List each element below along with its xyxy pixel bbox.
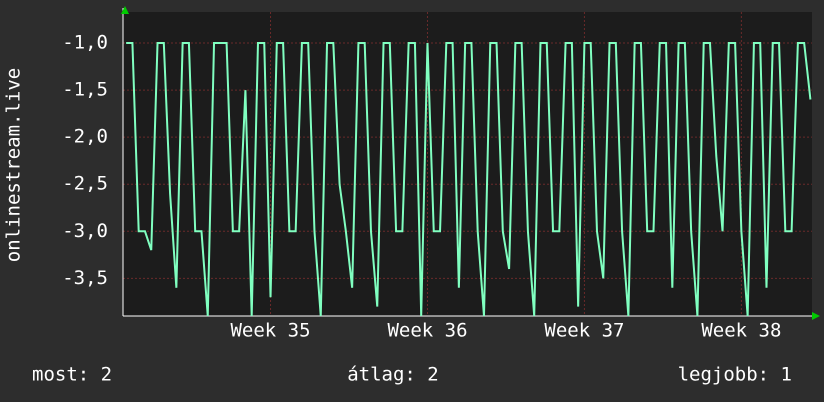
data-line: [126, 42, 812, 317]
x-arrow: [812, 312, 820, 320]
y-axis-label: onlinestream.live: [3, 68, 25, 262]
plot-area: [123, 12, 812, 316]
x-tick-label: Week 35: [230, 320, 310, 342]
y-tick-label: -1,5: [62, 79, 108, 101]
x-tick-label: Week 36: [387, 320, 467, 342]
stat-best: legjobb: 1: [678, 364, 792, 386]
y-tick-label: -1,0: [62, 32, 108, 54]
stat-average: átlag: 2: [347, 364, 439, 386]
x-tick-label: Week 37: [544, 320, 624, 342]
y-tick-label: -2,0: [62, 126, 108, 148]
x-tick-label: Week 38: [701, 320, 781, 342]
y-tick-label: -2,5: [62, 173, 108, 195]
stat-current: most: 2: [32, 364, 112, 386]
y-tick-label: -3,5: [62, 267, 108, 289]
y-arrow: [121, 6, 129, 14]
y-tick-label: -3,0: [62, 220, 108, 242]
